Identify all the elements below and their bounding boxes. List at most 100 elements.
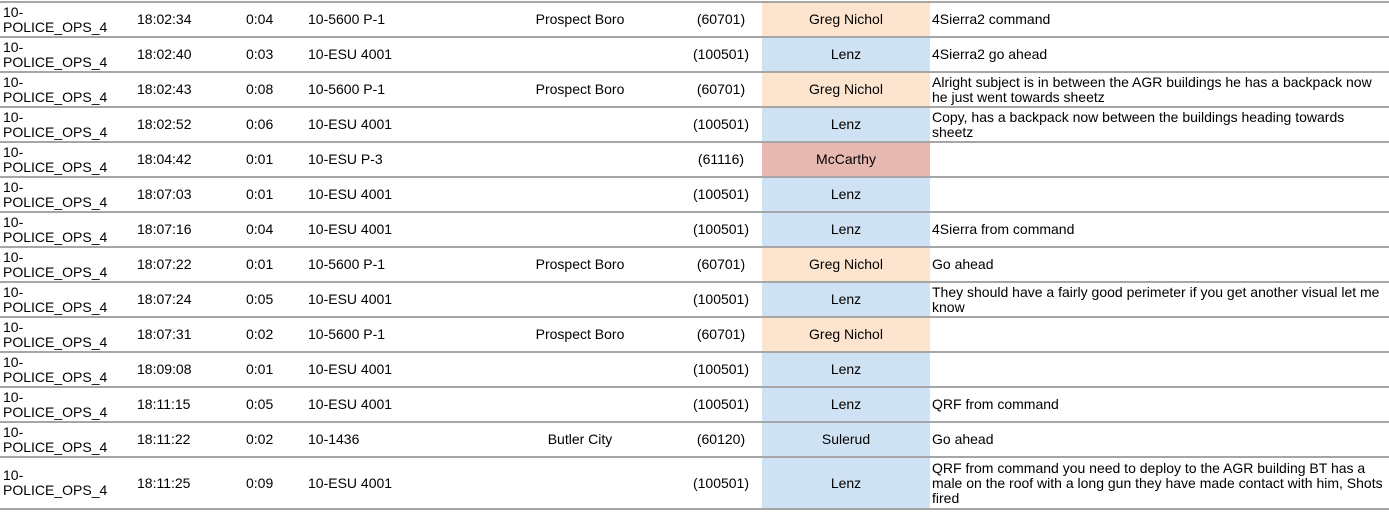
transcript-cell[interactable]: 4Sierra from command bbox=[930, 213, 1389, 246]
name-cell[interactable]: Lenz bbox=[762, 283, 930, 316]
radio-id-cell[interactable]: (100501) bbox=[680, 213, 762, 246]
transcript-cell[interactable]: QRF from command you need to deploy to t… bbox=[930, 458, 1389, 508]
duration-cell[interactable]: 0:05 bbox=[246, 283, 308, 316]
duration-cell[interactable]: 0:01 bbox=[246, 143, 308, 176]
time-cell[interactable]: 18:07:03 bbox=[130, 178, 246, 211]
radio-id-cell[interactable]: (60120) bbox=[680, 423, 762, 456]
duration-cell[interactable]: 0:03 bbox=[246, 38, 308, 71]
channel-cell[interactable]: 10- POLICE_OPS_4 bbox=[0, 213, 130, 246]
transcript-cell[interactable] bbox=[930, 318, 1389, 351]
time-cell[interactable]: 18:04:42 bbox=[130, 143, 246, 176]
time-cell[interactable]: 18:07:22 bbox=[130, 248, 246, 281]
radio-id-cell[interactable]: (60701) bbox=[680, 248, 762, 281]
radio-id-cell[interactable]: (100501) bbox=[680, 388, 762, 421]
name-cell[interactable]: Lenz bbox=[762, 458, 930, 508]
time-cell[interactable]: 18:11:15 bbox=[130, 388, 246, 421]
time-cell[interactable]: 18:11:22 bbox=[130, 423, 246, 456]
duration-cell[interactable]: 0:05 bbox=[246, 388, 308, 421]
unit-cell[interactable]: 10-5600 P-1 bbox=[308, 318, 480, 351]
transcript-cell[interactable] bbox=[930, 178, 1389, 211]
duration-cell[interactable]: 0:08 bbox=[246, 73, 308, 106]
channel-cell[interactable]: 10- POLICE_OPS_4 bbox=[0, 38, 130, 71]
agency-cell[interactable] bbox=[480, 38, 680, 71]
radio-id-cell[interactable]: (60701) bbox=[680, 3, 762, 36]
radio-id-cell[interactable]: (100501) bbox=[680, 178, 762, 211]
agency-cell[interactable]: Prospect Boro bbox=[480, 248, 680, 281]
name-cell[interactable]: Lenz bbox=[762, 38, 930, 71]
agency-cell[interactable]: Prospect Boro bbox=[480, 318, 680, 351]
time-cell[interactable]: 18:11:25 bbox=[130, 458, 246, 508]
time-cell[interactable]: 18:07:24 bbox=[130, 283, 246, 316]
unit-cell[interactable]: 10-ESU 4001 bbox=[308, 38, 480, 71]
name-cell[interactable]: Greg Nichol bbox=[762, 3, 930, 36]
unit-cell[interactable]: 10-5600 P-1 bbox=[308, 3, 480, 36]
name-cell[interactable]: McCarthy bbox=[762, 143, 930, 176]
transcript-cell[interactable]: Copy, has a backpack now between the bui… bbox=[930, 108, 1389, 141]
time-cell[interactable]: 18:02:52 bbox=[130, 108, 246, 141]
time-cell[interactable]: 18:02:43 bbox=[130, 73, 246, 106]
unit-cell[interactable]: 10-1436 bbox=[308, 423, 480, 456]
transcript-cell[interactable] bbox=[930, 143, 1389, 176]
duration-cell[interactable]: 0:02 bbox=[246, 318, 308, 351]
transcript-cell[interactable]: Go ahead bbox=[930, 248, 1389, 281]
radio-id-cell[interactable]: (60701) bbox=[680, 73, 762, 106]
radio-id-cell[interactable]: (60701) bbox=[680, 318, 762, 351]
radio-id-cell[interactable]: (100501) bbox=[680, 38, 762, 71]
unit-cell[interactable]: 10-ESU 4001 bbox=[308, 458, 480, 508]
channel-cell[interactable]: 10- POLICE_OPS_4 bbox=[0, 143, 130, 176]
agency-cell[interactable] bbox=[480, 353, 680, 386]
channel-cell[interactable]: 10- POLICE_OPS_4 bbox=[0, 353, 130, 386]
transcript-cell[interactable]: Alright subject is in between the AGR bu… bbox=[930, 73, 1389, 106]
unit-cell[interactable]: 10-5600 P-1 bbox=[308, 248, 480, 281]
time-cell[interactable]: 18:02:34 bbox=[130, 3, 246, 36]
unit-cell[interactable]: 10-ESU 4001 bbox=[308, 353, 480, 386]
duration-cell[interactable]: 0:02 bbox=[246, 423, 308, 456]
name-cell[interactable]: Sulerud bbox=[762, 423, 930, 456]
name-cell[interactable]: Lenz bbox=[762, 178, 930, 211]
channel-cell[interactable]: 10- POLICE_OPS_4 bbox=[0, 388, 130, 421]
time-cell[interactable]: 18:09:08 bbox=[130, 353, 246, 386]
agency-cell[interactable] bbox=[480, 178, 680, 211]
time-cell[interactable]: 18:02:40 bbox=[130, 38, 246, 71]
channel-cell[interactable]: 10- POLICE_OPS_4 bbox=[0, 108, 130, 141]
channel-cell[interactable]: 10- POLICE_OPS_4 bbox=[0, 283, 130, 316]
transcript-cell[interactable]: Go ahead bbox=[930, 423, 1389, 456]
transcript-cell[interactable]: 4Sierra2 command bbox=[930, 3, 1389, 36]
transcript-cell[interactable]: 4Sierra2 go ahead bbox=[930, 38, 1389, 71]
radio-id-cell[interactable]: (100501) bbox=[680, 283, 762, 316]
unit-cell[interactable]: 10-ESU 4001 bbox=[308, 178, 480, 211]
duration-cell[interactable]: 0:09 bbox=[246, 458, 308, 508]
agency-cell[interactable] bbox=[480, 458, 680, 508]
name-cell[interactable]: Lenz bbox=[762, 388, 930, 421]
duration-cell[interactable]: 0:06 bbox=[246, 108, 308, 141]
radio-id-cell[interactable]: (100501) bbox=[680, 458, 762, 508]
channel-cell[interactable]: 10- POLICE_OPS_4 bbox=[0, 423, 130, 456]
agency-cell[interactable] bbox=[480, 213, 680, 246]
radio-id-cell[interactable]: (100501) bbox=[680, 353, 762, 386]
channel-cell[interactable]: 10- POLICE_OPS_4 bbox=[0, 248, 130, 281]
agency-cell[interactable] bbox=[480, 108, 680, 141]
name-cell[interactable]: Greg Nichol bbox=[762, 73, 930, 106]
transcript-cell[interactable]: QRF from command bbox=[930, 388, 1389, 421]
time-cell[interactable]: 18:07:16 bbox=[130, 213, 246, 246]
channel-cell[interactable]: 10- POLICE_OPS_4 bbox=[0, 3, 130, 36]
channel-cell[interactable]: 10- POLICE_OPS_4 bbox=[0, 458, 130, 508]
name-cell[interactable]: Greg Nichol bbox=[762, 248, 930, 281]
agency-cell[interactable] bbox=[480, 388, 680, 421]
duration-cell[interactable]: 0:01 bbox=[246, 178, 308, 211]
radio-id-cell[interactable]: (100501) bbox=[680, 108, 762, 141]
name-cell[interactable]: Greg Nichol bbox=[762, 318, 930, 351]
time-cell[interactable]: 18:07:31 bbox=[130, 318, 246, 351]
transcript-cell[interactable] bbox=[930, 353, 1389, 386]
transcript-cell[interactable]: They should have a fairly good perimeter… bbox=[930, 283, 1389, 316]
unit-cell[interactable]: 10-5600 P-1 bbox=[308, 73, 480, 106]
channel-cell[interactable]: 10- POLICE_OPS_4 bbox=[0, 73, 130, 106]
duration-cell[interactable]: 0:01 bbox=[246, 248, 308, 281]
duration-cell[interactable]: 0:04 bbox=[246, 213, 308, 246]
agency-cell[interactable] bbox=[480, 143, 680, 176]
name-cell[interactable]: Lenz bbox=[762, 108, 930, 141]
channel-cell[interactable]: 10- POLICE_OPS_4 bbox=[0, 178, 130, 211]
name-cell[interactable]: Lenz bbox=[762, 213, 930, 246]
channel-cell[interactable]: 10- POLICE_OPS_4 bbox=[0, 318, 130, 351]
unit-cell[interactable]: 10-ESU 4001 bbox=[308, 283, 480, 316]
